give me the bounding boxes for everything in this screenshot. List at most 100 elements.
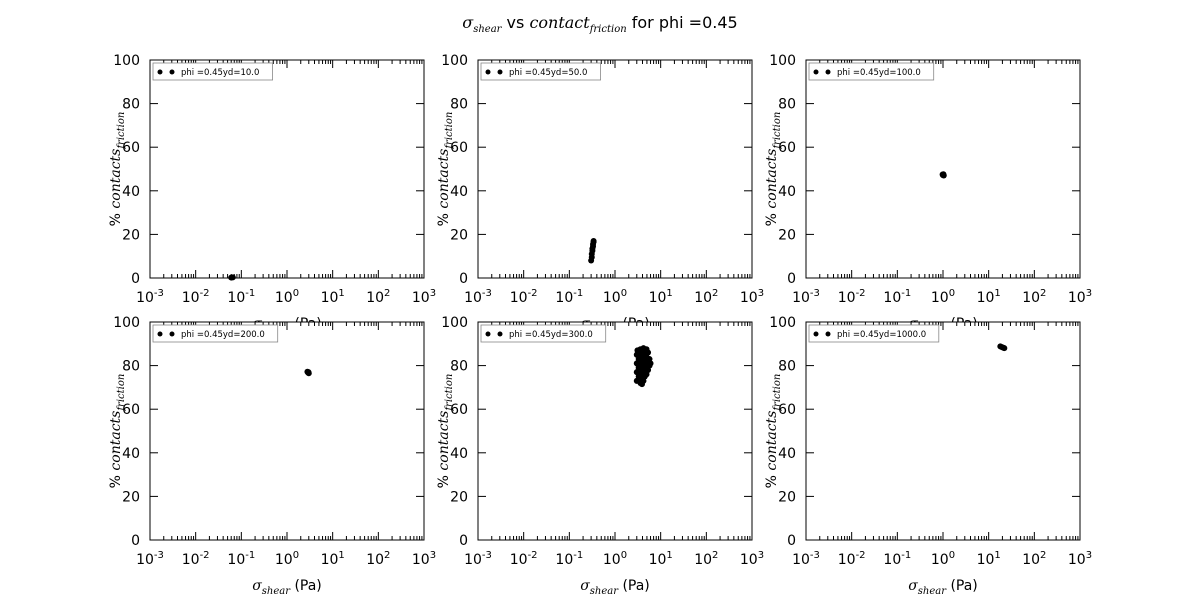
y-tick-label: 20 xyxy=(450,227,468,243)
x-tick-label: 10-2 xyxy=(510,288,538,306)
y-tick-label: 100 xyxy=(769,53,796,69)
x-tick-label: 103 xyxy=(412,288,436,306)
legend-marker xyxy=(485,69,491,75)
data-point xyxy=(305,369,312,376)
legend-box xyxy=(152,324,279,343)
x-tick-label: 10-2 xyxy=(510,550,538,568)
data-point xyxy=(940,172,947,179)
x-tick-label: 101 xyxy=(649,550,673,568)
y-tick-label: 100 xyxy=(113,315,140,331)
series-points xyxy=(228,274,236,281)
subplot-6: 10-3 10-2 10-1 100 101 102 103 0 20 40 60 80 100 % co… xyxy=(764,315,1092,597)
data-point xyxy=(229,274,236,281)
y-tick-label: 100 xyxy=(441,53,468,69)
x-tick-label: 101 xyxy=(977,288,1001,306)
legend-marker xyxy=(825,69,831,75)
x-tick-label: 10-1 xyxy=(883,288,911,306)
y-tick-label: 40 xyxy=(778,446,796,462)
x-tick-label: 10-3 xyxy=(464,288,492,306)
legend: phi =0.45yd=200.0 xyxy=(152,324,279,343)
y-tick-label: 0 xyxy=(787,533,796,549)
legend-box xyxy=(480,62,601,81)
data-point xyxy=(1001,345,1008,352)
x-tick-label: 10-3 xyxy=(136,550,164,568)
y-tick-label: 0 xyxy=(787,271,796,287)
y-tick-label: 60 xyxy=(778,402,796,418)
y-tick-label: 80 xyxy=(778,359,796,375)
legend-marker xyxy=(825,331,831,337)
x-tick-label: 100 xyxy=(603,550,627,568)
y-tick-label: 40 xyxy=(450,184,468,200)
x-tick-label: 10-2 xyxy=(182,288,210,306)
axes-background xyxy=(806,322,1080,540)
x-tick-label: 102 xyxy=(366,550,390,568)
legend-marker xyxy=(497,69,503,75)
y-tick-label: 0 xyxy=(131,533,140,549)
subplot-5: 10-3 10-2 10-1 100 101 102 103 0 20 40 60 80 100 % co… xyxy=(436,315,764,597)
legend: phi =0.45yd=10.0 xyxy=(152,62,273,81)
y-tick-label: 20 xyxy=(122,227,140,243)
legend-label: phi =0.45yd=100.0 xyxy=(837,68,921,78)
y-axis-label: % contactsfriction xyxy=(108,112,127,227)
subplot-4: 10-3 10-2 10-1 100 101 102 103 0 20 40 60 80 100 % co… xyxy=(108,315,436,597)
x-tick-label: 10-1 xyxy=(227,288,255,306)
y-axis-label: % contactsfriction xyxy=(436,374,455,489)
legend-label: phi =0.45yd=10.0 xyxy=(181,68,259,78)
y-tick-label: 20 xyxy=(450,489,468,505)
data-point xyxy=(590,237,597,244)
series-points xyxy=(997,343,1008,352)
legend-box xyxy=(808,324,940,343)
x-tick-label: 103 xyxy=(740,550,764,568)
x-tick-label: 102 xyxy=(1022,288,1046,306)
legend-marker xyxy=(169,69,175,75)
x-tick-label: 10-1 xyxy=(883,550,911,568)
subplot-grid: 10-3 10-2 10-1 100 101 102 103 0 20 40 60 80 100 % co… xyxy=(108,53,1092,597)
x-tick-label: 10-2 xyxy=(838,288,866,306)
x-tick-label: 10-2 xyxy=(838,550,866,568)
y-tick-label: 0 xyxy=(459,533,468,549)
subplot-3: 10-3 10-2 10-1 100 101 102 103 0 20 40 60 80 100 % co… xyxy=(764,53,1092,335)
series-points xyxy=(588,237,597,264)
y-tick-label: 100 xyxy=(441,315,468,331)
x-tick-label: 10-2 xyxy=(182,550,210,568)
y-tick-label: 60 xyxy=(778,140,796,156)
subplot-2: 10-3 10-2 10-1 100 101 102 103 0 20 40 60 80 100 % co… xyxy=(436,53,764,335)
x-tick-label: 102 xyxy=(1022,550,1046,568)
x-tick-label: 100 xyxy=(931,550,955,568)
axes-background xyxy=(150,322,424,540)
axes-frame xyxy=(149,59,425,279)
legend-marker xyxy=(813,69,819,75)
y-tick-label: 80 xyxy=(450,97,468,113)
axes-frame xyxy=(805,59,1081,279)
y-tick-label: 80 xyxy=(122,97,140,113)
y-tick-label: 20 xyxy=(122,489,140,505)
figure-title: σshear vs contactfriction for phi =0.45 xyxy=(462,13,737,35)
x-tick-label: 100 xyxy=(275,550,299,568)
x-tick-label: 101 xyxy=(321,550,345,568)
x-tick-label: 10-3 xyxy=(792,288,820,306)
legend-marker xyxy=(813,331,819,337)
x-tick-label: 10-1 xyxy=(227,550,255,568)
y-axis-label: % contactsfriction xyxy=(108,374,127,489)
y-tick-label: 60 xyxy=(122,140,140,156)
legend-marker xyxy=(497,331,503,337)
x-tick-label: 10-3 xyxy=(792,550,820,568)
x-tick-label: 103 xyxy=(1068,288,1092,306)
x-tick-label: 102 xyxy=(694,288,718,306)
x-tick-label: 101 xyxy=(977,550,1001,568)
x-axis-label: σshear (Pa) xyxy=(252,578,322,597)
y-tick-label: 80 xyxy=(122,359,140,375)
data-point xyxy=(647,360,654,367)
x-tick-label: 100 xyxy=(603,288,627,306)
y-tick-label: 80 xyxy=(778,97,796,113)
x-tick-label: 100 xyxy=(275,288,299,306)
x-axis-label: σshear (Pa) xyxy=(908,578,978,597)
y-tick-label: 100 xyxy=(769,315,796,331)
legend-label: phi =0.45yd=1000.0 xyxy=(837,330,926,340)
x-tick-label: 103 xyxy=(412,550,436,568)
legend-marker xyxy=(157,69,163,75)
y-tick-label: 40 xyxy=(122,184,140,200)
y-tick-label: 100 xyxy=(113,53,140,69)
x-tick-label: 10-3 xyxy=(464,550,492,568)
